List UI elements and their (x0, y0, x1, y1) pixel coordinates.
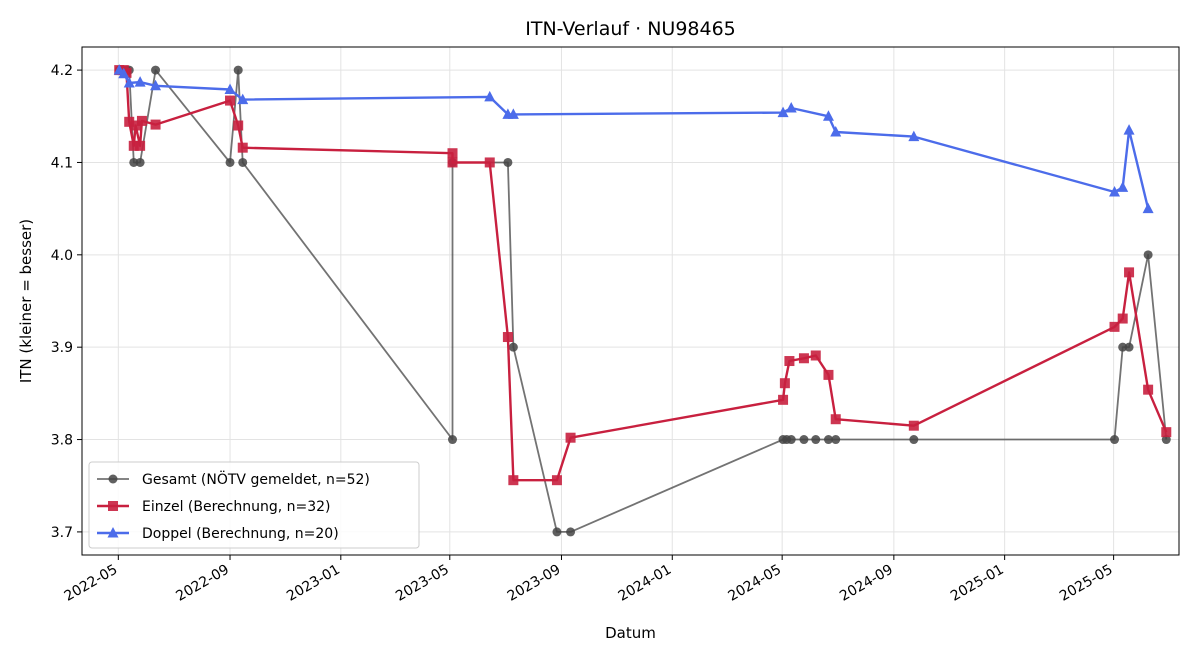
data-point (118, 67, 130, 79)
data-point (128, 140, 139, 151)
data-point (447, 148, 458, 159)
data-point (552, 527, 562, 537)
data-point (507, 108, 519, 119)
y-axis: 3.7 3.8 3.9 4.0 4.1 4.2 (51, 63, 82, 541)
legend-marker (107, 527, 119, 538)
data-point (237, 142, 248, 153)
data-point (238, 157, 248, 167)
data-point (1109, 321, 1120, 332)
data-point (233, 65, 243, 75)
series-square (114, 65, 1172, 486)
data-point (225, 157, 235, 167)
data-point (779, 378, 790, 389)
data-point (1124, 267, 1135, 278)
data-point (798, 353, 809, 364)
plot-frame (81, 46, 1180, 556)
data-point (151, 65, 161, 75)
data-point (484, 157, 495, 168)
data-point (447, 157, 458, 168)
data-point (1117, 313, 1128, 324)
data-point (502, 332, 513, 343)
data-point (830, 125, 842, 137)
data-point (1161, 435, 1171, 445)
data-point (786, 435, 796, 445)
legend-label: Doppel (Berechnung, n=20) (142, 526, 339, 542)
data-point (1117, 181, 1129, 192)
y-axis-title: ITN (kleiner = besser) (17, 219, 35, 383)
data-point (136, 115, 147, 126)
series-triangle (113, 64, 1154, 214)
y-tick-label: 3.9 (51, 340, 73, 356)
data-point (134, 76, 146, 87)
data-point (1110, 435, 1120, 445)
data-point (908, 420, 919, 431)
data-point (448, 435, 458, 445)
data-point (1123, 124, 1135, 135)
y-tick-label: 4.1 (51, 155, 73, 171)
data-point (777, 106, 789, 118)
data-point (237, 93, 249, 105)
data-point (909, 435, 919, 445)
legend-box (88, 461, 420, 549)
data-point (1161, 427, 1172, 438)
data-point (508, 475, 519, 486)
data-point (785, 101, 797, 113)
data-point (830, 414, 841, 425)
series-layer (113, 64, 1172, 537)
y-tick-label: 3.7 (51, 525, 73, 541)
data-point (129, 157, 139, 167)
legend: Gesamt (NÖTV gemeldet, n=52) Einzel (Bere… (88, 461, 420, 549)
data-point (811, 435, 821, 445)
y-tick-label: 4.2 (51, 63, 73, 79)
data-point (1143, 250, 1153, 260)
data-point (810, 350, 821, 361)
data-point (908, 130, 920, 142)
data-point (130, 120, 141, 131)
data-point (551, 475, 562, 486)
data-point (799, 435, 809, 445)
legend-marker (108, 474, 118, 484)
data-point (784, 356, 795, 367)
data-point (1109, 186, 1121, 197)
data-point (778, 394, 789, 405)
data-point (823, 435, 833, 445)
x-axis-title: Datum (605, 624, 656, 642)
data-point (123, 77, 135, 88)
chart-title: ITN-Verlauf · NU98465 (525, 18, 736, 40)
data-point (150, 119, 161, 130)
data-point (224, 83, 236, 94)
data-point (823, 369, 834, 380)
data-point (565, 432, 576, 443)
legend-label: Einzel (Berechnung, n=32) (142, 499, 331, 515)
data-point (566, 527, 576, 537)
y-tick-label: 3.8 (51, 433, 73, 449)
data-point (150, 79, 162, 91)
data-point (484, 90, 496, 102)
data-point (831, 435, 841, 445)
y-tick-label: 4.0 (51, 248, 73, 264)
data-point (135, 140, 146, 151)
data-point (822, 110, 834, 121)
data-point (508, 342, 518, 352)
grid (82, 47, 1179, 555)
data-point (1124, 342, 1134, 352)
data-point (124, 116, 135, 127)
legend-label: Gesamt (NÖTV gemeldet, n=52) (142, 470, 370, 488)
legend-marker (108, 501, 118, 511)
data-point (1143, 384, 1154, 395)
data-point (225, 95, 236, 106)
data-point (233, 120, 244, 131)
data-point (1118, 342, 1128, 352)
data-point (121, 67, 132, 78)
data-point (1142, 202, 1154, 214)
data-point (135, 157, 145, 167)
data-point (503, 157, 513, 167)
